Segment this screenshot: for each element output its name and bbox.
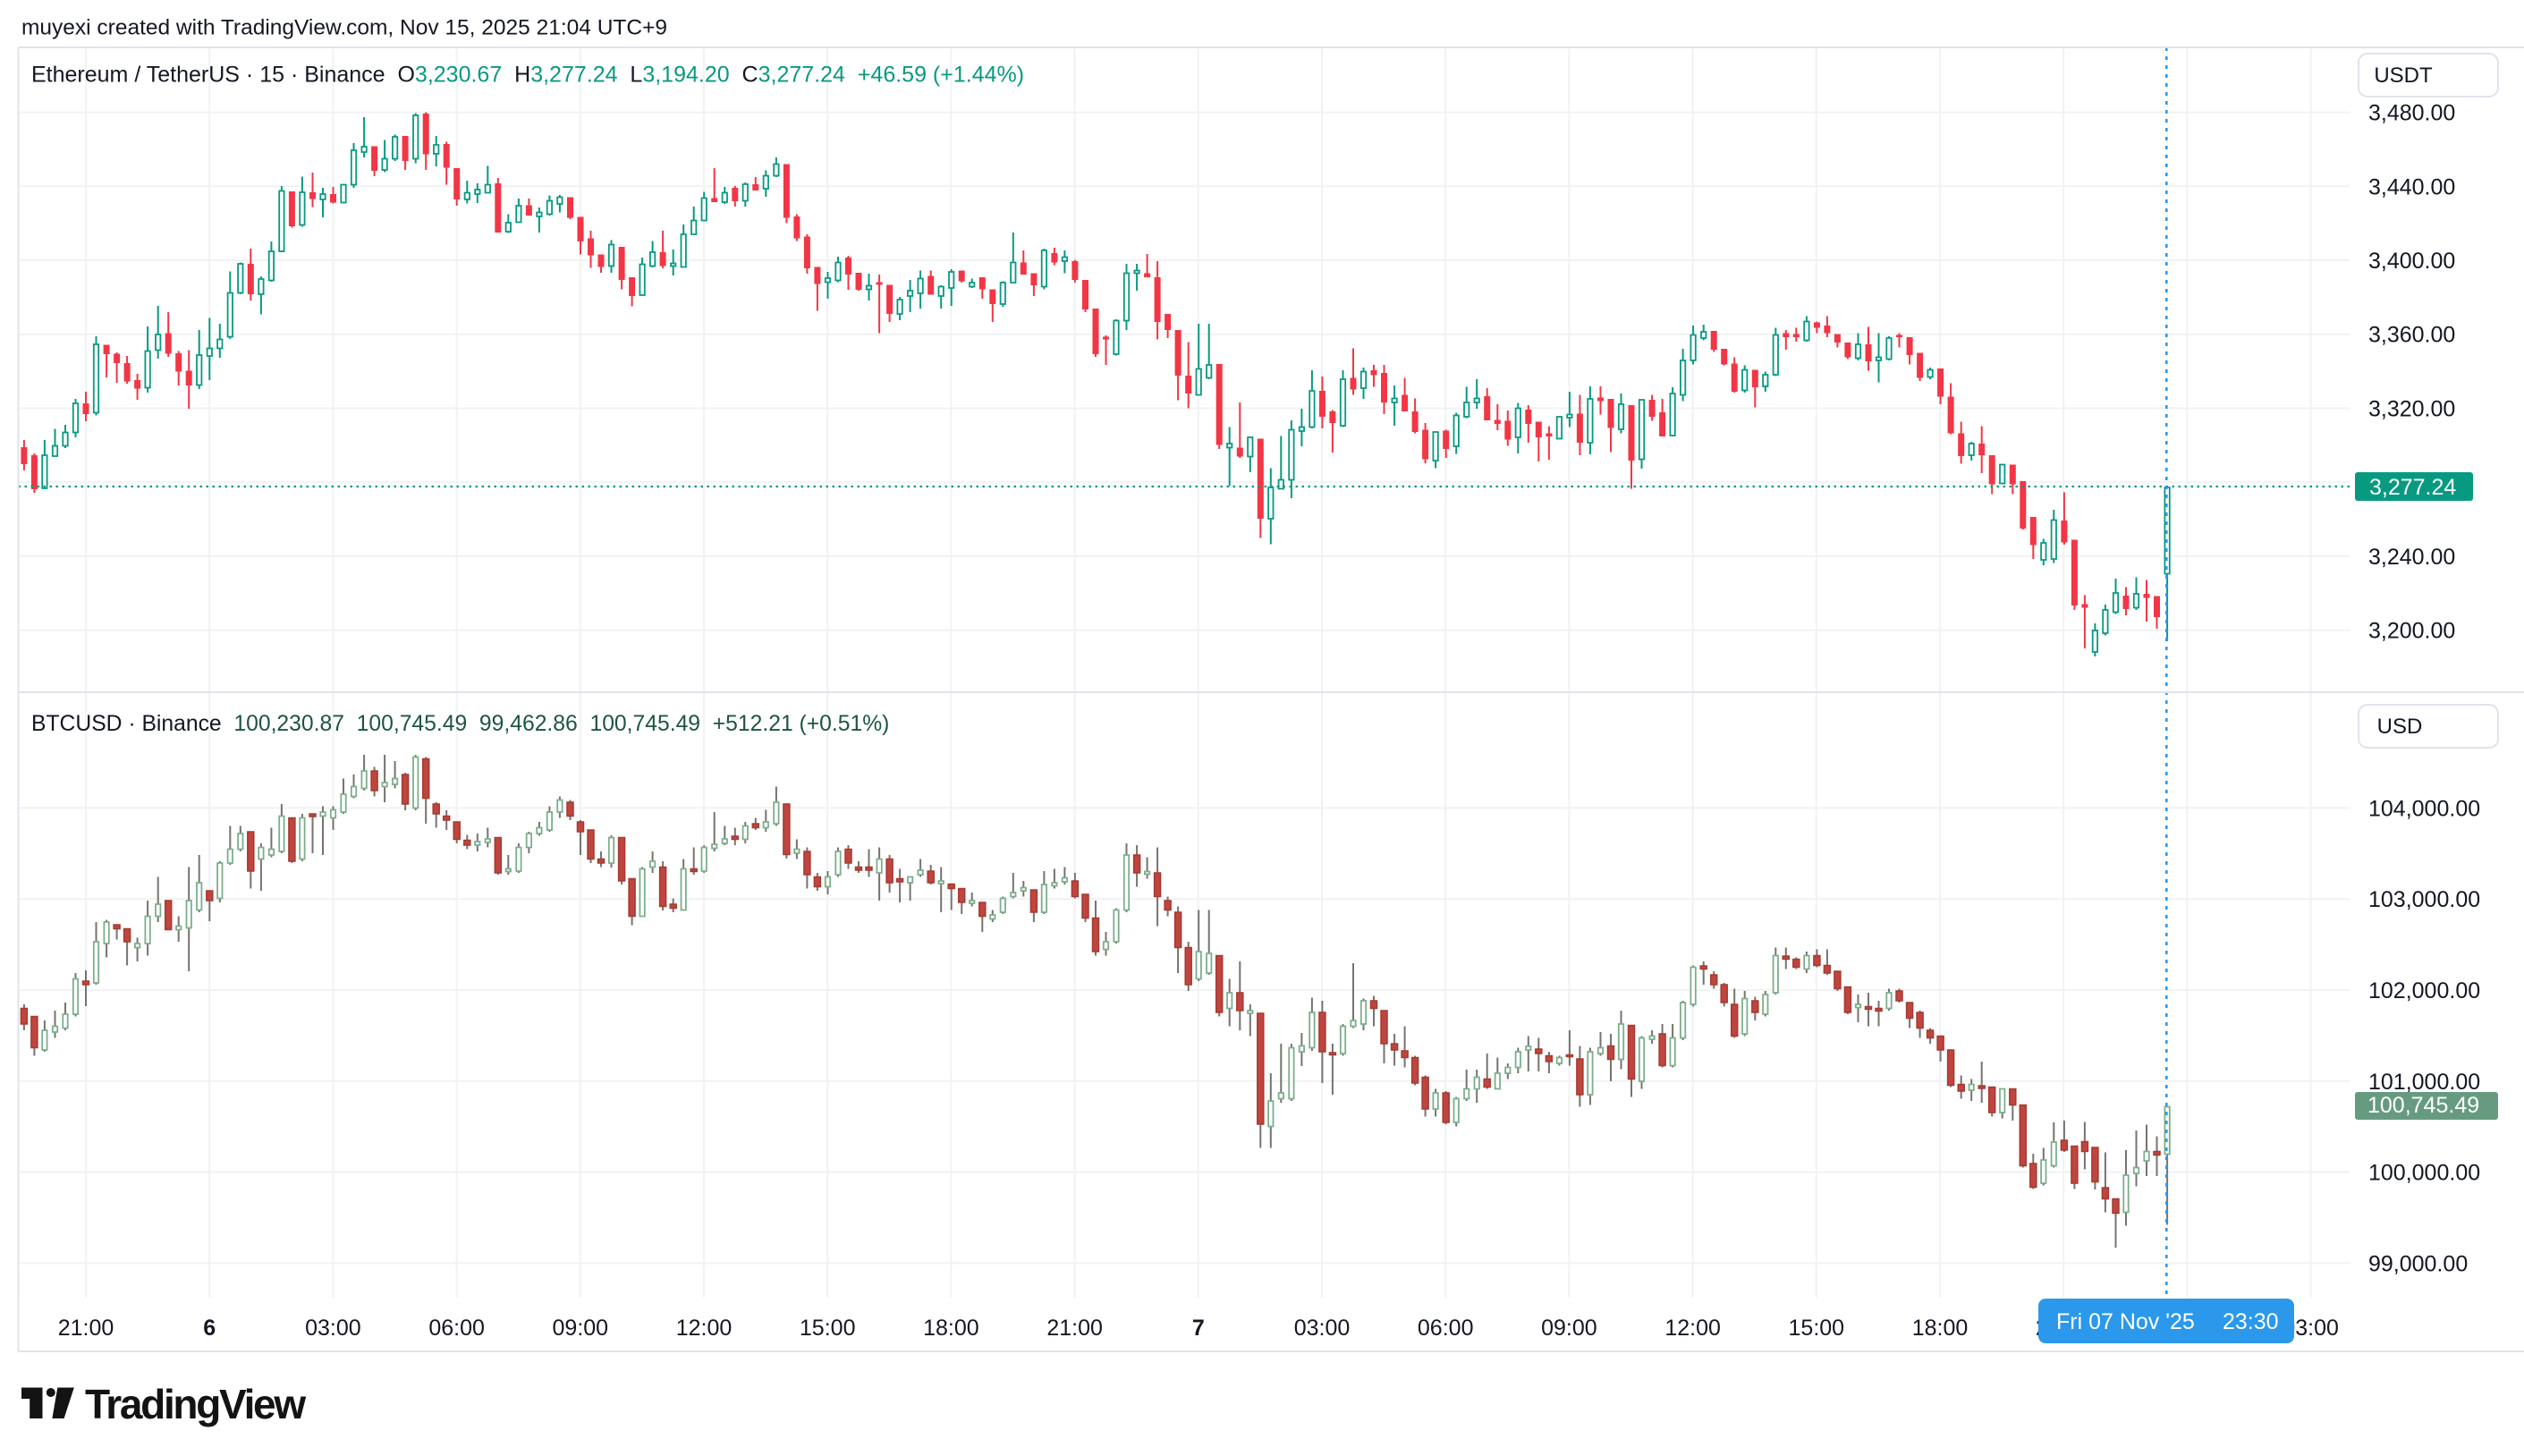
svg-text:18:00: 18:00 bbox=[1912, 1316, 1969, 1341]
svg-text:7: 7 bbox=[1192, 1316, 1205, 1341]
svg-text:03:00: 03:00 bbox=[1294, 1316, 1351, 1341]
svg-text:99,000.00: 99,000.00 bbox=[2368, 1251, 2468, 1276]
svg-text:3,440.00: 3,440.00 bbox=[2368, 174, 2455, 199]
svg-text:3,480.00: 3,480.00 bbox=[2368, 101, 2455, 126]
svg-text:100,745.49: 100,745.49 bbox=[2367, 1093, 2479, 1118]
svg-text:03:00: 03:00 bbox=[305, 1316, 361, 1341]
svg-text:Fri 07 Nov '25: Fri 07 Nov '25 bbox=[2056, 1309, 2195, 1334]
svg-text:104,000.00: 104,000.00 bbox=[2368, 796, 2480, 821]
svg-text:3,320.00: 3,320.00 bbox=[2368, 396, 2455, 421]
svg-text:23:30: 23:30 bbox=[2223, 1309, 2279, 1334]
svg-text:15:00: 15:00 bbox=[800, 1316, 856, 1341]
svg-text:100,000.00: 100,000.00 bbox=[2368, 1161, 2480, 1186]
svg-text:18:00: 18:00 bbox=[923, 1316, 979, 1341]
svg-text:101,000.00: 101,000.00 bbox=[2368, 1070, 2480, 1095]
svg-text:103,000.00: 103,000.00 bbox=[2368, 887, 2480, 912]
svg-text:3,240.00: 3,240.00 bbox=[2368, 545, 2455, 570]
svg-text:15:00: 15:00 bbox=[1789, 1316, 1845, 1341]
svg-text:3,277.24: 3,277.24 bbox=[2369, 475, 2456, 500]
svg-text:BTCUSD · Binance 100,230.87: BTCUSD · Binance 100,230.87 100,745.49 9… bbox=[31, 712, 889, 736]
svg-text:06:00: 06:00 bbox=[1418, 1316, 1474, 1341]
svg-text:USDT: USDT bbox=[2374, 63, 2433, 88]
svg-text:12:00: 12:00 bbox=[1664, 1316, 1721, 1341]
svg-text:102,000.00: 102,000.00 bbox=[2368, 978, 2480, 1003]
svg-text:USD: USD bbox=[2377, 715, 2423, 739]
svg-text:Ethereum / TetherUS · 15 · Bin: Ethereum / TetherUS · 15 · Binance O3,23… bbox=[31, 63, 1024, 88]
svg-text:3,200.00: 3,200.00 bbox=[2368, 619, 2455, 644]
svg-text:TradingView: TradingView bbox=[85, 1381, 306, 1427]
svg-text:06:00: 06:00 bbox=[428, 1316, 485, 1341]
svg-text:3,360.00: 3,360.00 bbox=[2368, 323, 2455, 348]
svg-text:6: 6 bbox=[203, 1316, 216, 1341]
svg-text:3,400.00: 3,400.00 bbox=[2368, 249, 2455, 274]
svg-text:09:00: 09:00 bbox=[553, 1316, 609, 1341]
svg-text:09:00: 09:00 bbox=[1541, 1316, 1597, 1341]
svg-text:21:00: 21:00 bbox=[58, 1316, 114, 1341]
svg-text:12:00: 12:00 bbox=[676, 1316, 733, 1341]
svg-text:21:00: 21:00 bbox=[1046, 1316, 1103, 1341]
svg-text:muyexi created with TradingVie: muyexi created with TradingView.com, Nov… bbox=[21, 16, 667, 40]
